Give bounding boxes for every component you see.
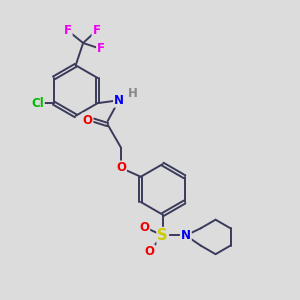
Text: F: F — [64, 24, 72, 37]
Text: Cl: Cl — [31, 97, 44, 110]
Text: O: O — [139, 220, 149, 234]
Text: F: F — [97, 42, 105, 56]
Text: F: F — [92, 24, 101, 37]
Text: N: N — [114, 94, 124, 107]
Text: O: O — [144, 245, 154, 258]
Text: S: S — [158, 228, 168, 243]
Text: N: N — [181, 229, 191, 242]
Text: O: O — [82, 114, 92, 127]
Text: O: O — [116, 161, 126, 175]
Text: H: H — [128, 87, 138, 100]
